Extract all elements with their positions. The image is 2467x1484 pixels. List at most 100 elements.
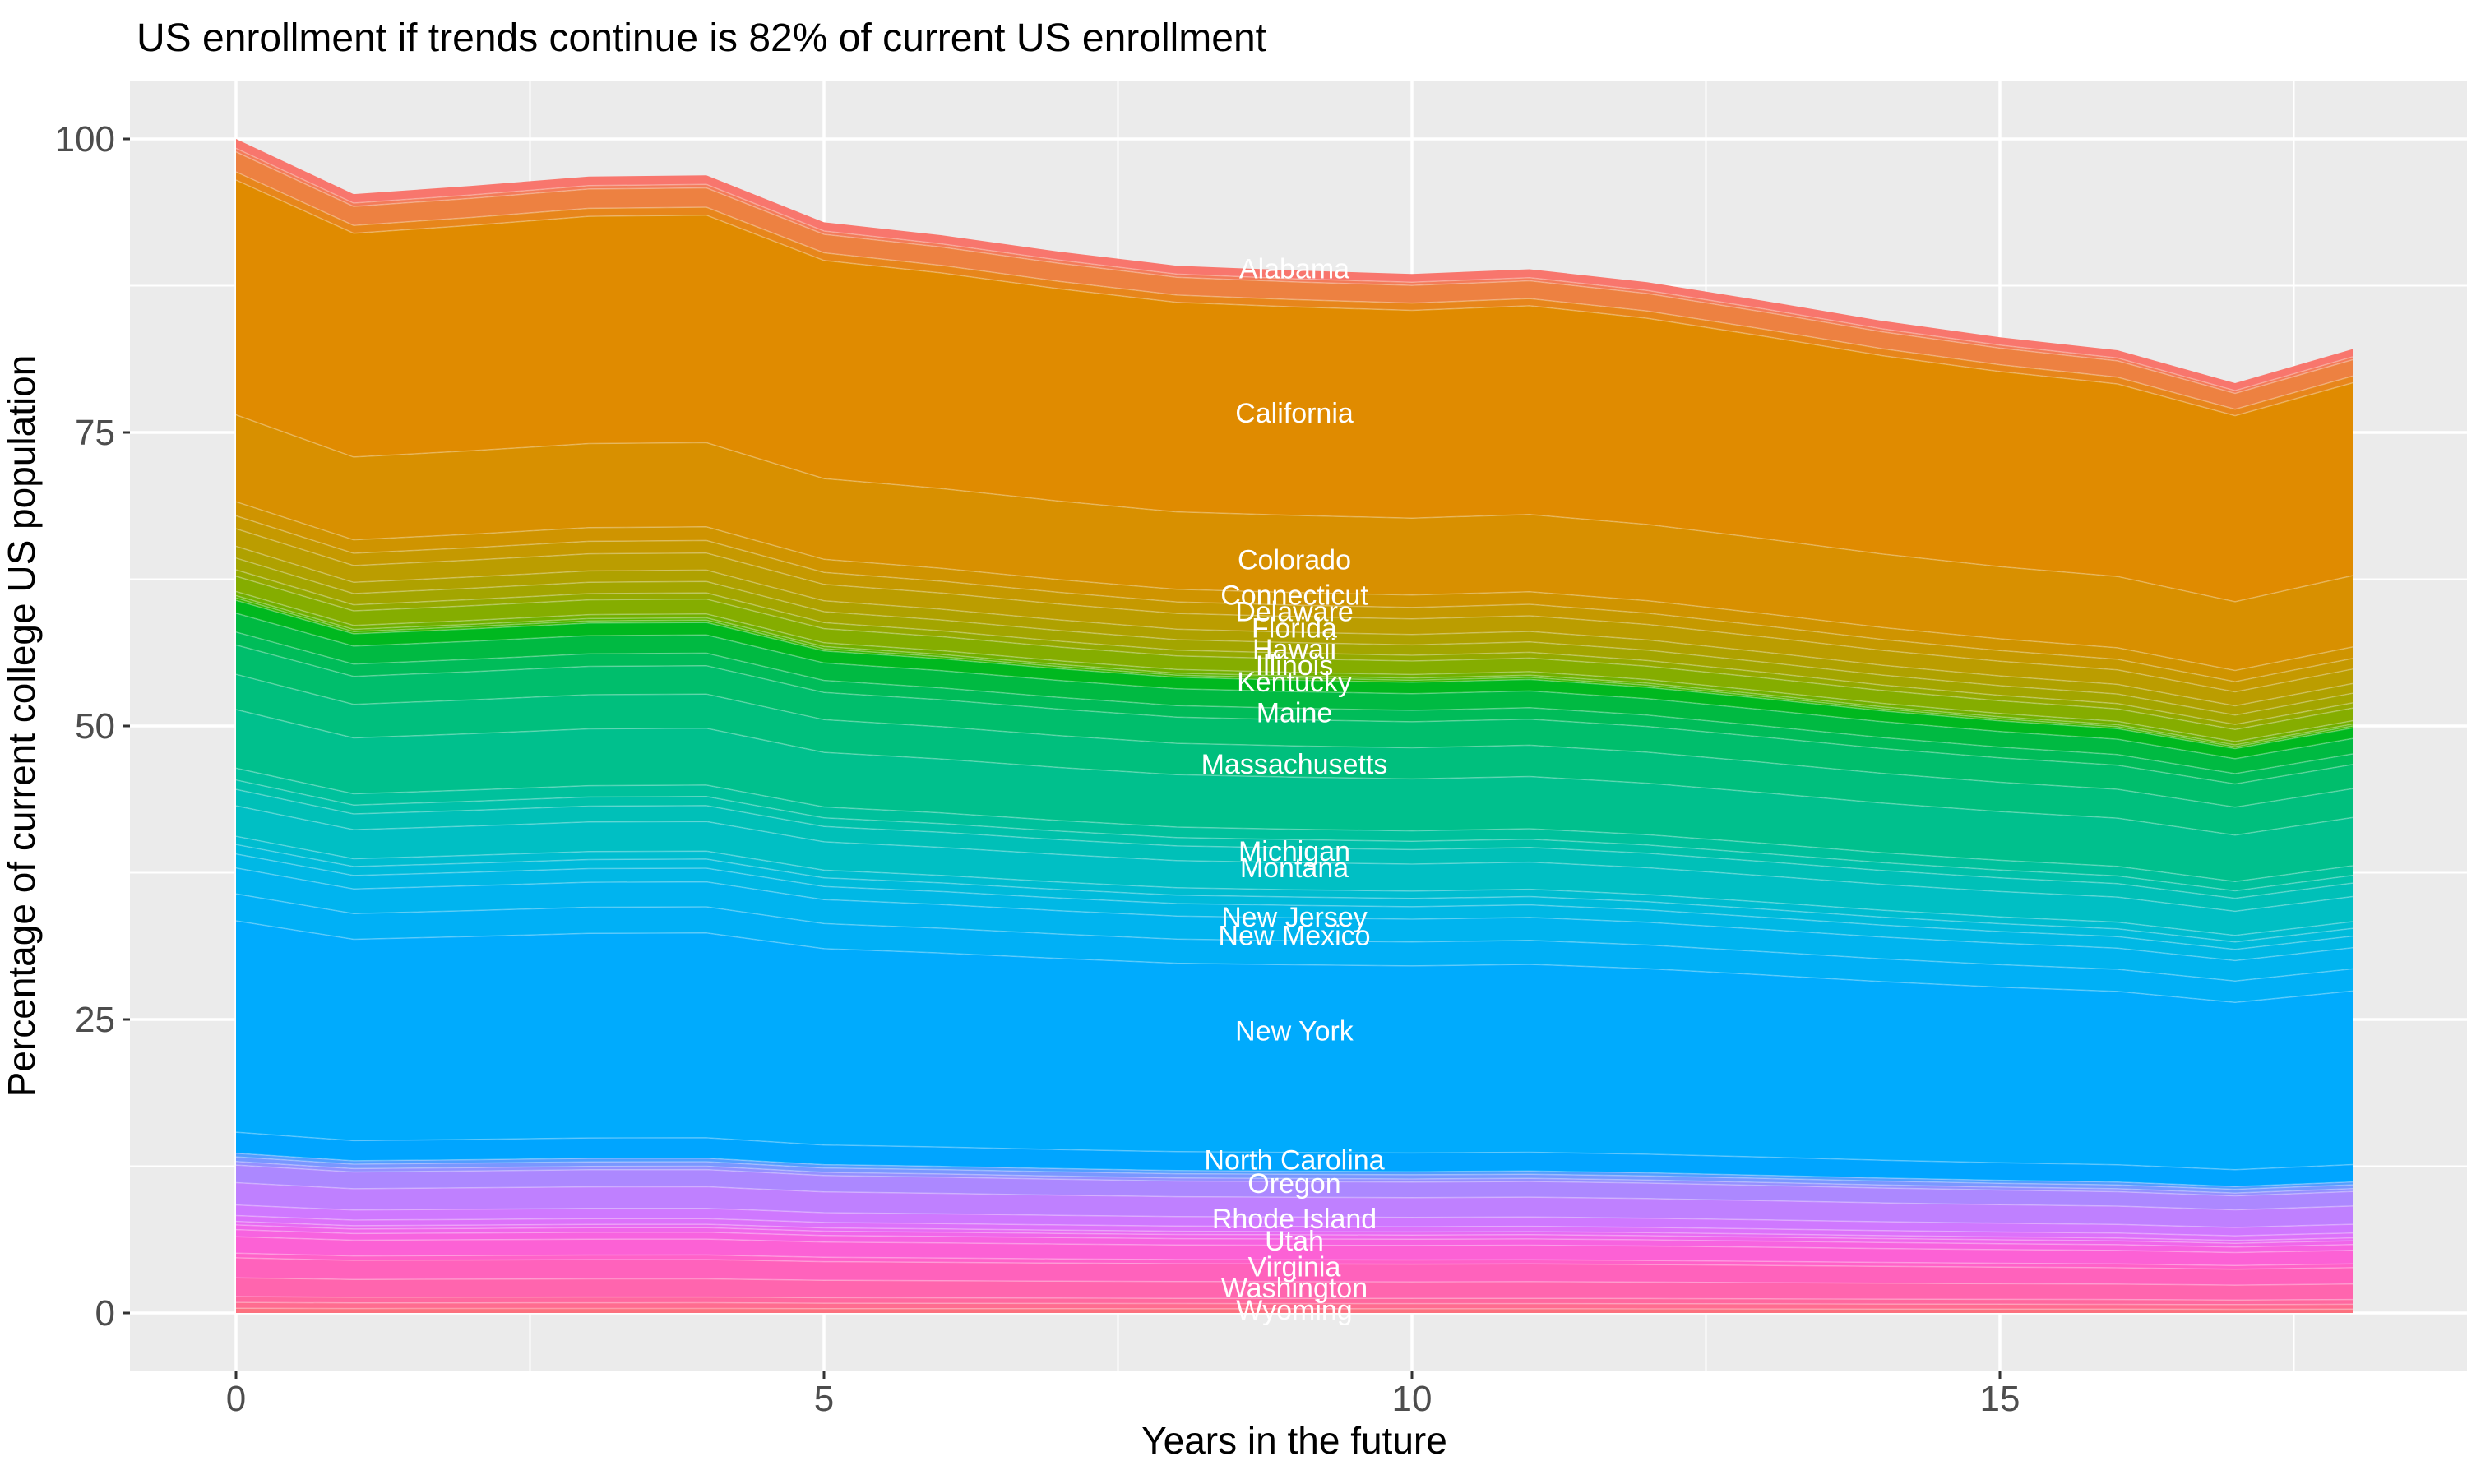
band-boundary <box>235 1224 2354 1244</box>
area-band-vermont <box>236 1253 2353 1269</box>
x-tick-label: 15 <box>1980 1379 2020 1419</box>
band-boundary <box>235 1156 2354 1190</box>
area-band-north-carolina <box>236 1132 2353 1187</box>
band-boundary <box>235 1161 2354 1194</box>
band-boundary <box>235 597 2354 747</box>
area-band-georgia <box>236 546 2353 715</box>
band-boundary <box>235 920 2354 1004</box>
stacked-areas-layer <box>235 139 2354 1313</box>
area-band-kansas <box>236 598 2353 749</box>
y-axis-title: Percentage of current college US populat… <box>0 355 43 1098</box>
state-label-rhode-island: Rhode Island <box>1212 1204 1377 1235</box>
band-boundary <box>235 788 2354 899</box>
band-boundary <box>235 767 2354 882</box>
band-boundary <box>235 805 2354 913</box>
band-boundary <box>235 613 2354 760</box>
area-band-minnesota <box>236 768 2353 891</box>
band-boundary <box>235 1204 2354 1228</box>
band-boundary <box>235 545 2354 707</box>
area-band-california <box>236 180 2353 602</box>
area-band-wyoming <box>236 1308 2353 1313</box>
state-label-washington: Washington <box>1221 1273 1368 1304</box>
area-band-utah <box>236 1237 2353 1266</box>
area-band-oklahoma <box>236 1161 2353 1196</box>
area-band-florida <box>236 529 2353 706</box>
band-boundary <box>235 853 2354 950</box>
band-boundary <box>235 673 2354 808</box>
area-band-indiana <box>236 591 2353 745</box>
band-boundary <box>235 599 2354 750</box>
state-label-illinois: Illinois <box>1256 650 1333 682</box>
area-band-arizona <box>236 151 2353 409</box>
area-band-ohio <box>236 1157 2353 1194</box>
band-boundary <box>235 844 2354 943</box>
band-boundary <box>235 171 2354 410</box>
area-band-alaska <box>236 148 2353 394</box>
x-tick-label: 10 <box>1392 1379 1433 1419</box>
state-label-florida: Florida <box>1252 613 1337 644</box>
state-label-colorado: Colorado <box>1238 545 1351 576</box>
band-boundary <box>235 569 2354 725</box>
area-band-hawaii <box>236 557 2353 725</box>
band-boundary <box>235 1131 2354 1171</box>
state-label-montana: Montana <box>1240 853 1349 884</box>
band-boundary <box>235 1307 2354 1311</box>
area-band-arkansas <box>236 172 2353 416</box>
y-tick-label: 0 <box>95 1293 115 1334</box>
state-label-michigan: Michigan <box>1238 836 1350 867</box>
state-label-alabama: Alabama <box>1239 254 1349 285</box>
area-band-missouri <box>236 789 2353 912</box>
area-band-louisiana <box>236 613 2353 774</box>
state-label-hawaii: Hawaii <box>1252 634 1336 665</box>
band-boundary <box>235 1296 2354 1301</box>
state-label-kentucky: Kentucky <box>1237 667 1352 698</box>
state-labels-layer: Alabama California Colorado ConnecticutDela… <box>1201 254 1388 1327</box>
band-boundary <box>235 709 2354 836</box>
x-axis-title: Years in the future <box>1141 1419 1447 1462</box>
state-label-north-carolina: North Carolina <box>1204 1144 1384 1176</box>
state-label-connecticut: Connecticut <box>1220 580 1368 611</box>
band-boundary <box>235 1301 2354 1306</box>
band-boundary <box>235 1153 2354 1187</box>
area-band-texas <box>236 1229 2353 1253</box>
area-band-connecticut <box>236 502 2353 682</box>
band-boundary <box>235 590 2354 742</box>
area-band-mississippi <box>236 779 2353 899</box>
band-boundary <box>235 1164 2354 1197</box>
band-boundary <box>235 1236 2354 1254</box>
area-band-montana <box>236 806 2353 936</box>
x-tick-label: 5 <box>814 1379 834 1419</box>
band-boundary <box>235 515 2354 682</box>
band-boundary <box>235 835 2354 936</box>
y-tick-label: 100 <box>55 119 115 159</box>
band-boundary <box>235 1181 2354 1211</box>
area-band-new-york <box>236 921 2353 1170</box>
area-band-washington <box>236 1278 2353 1301</box>
area-band-oregon <box>236 1165 2353 1210</box>
state-label-maine: Maine <box>1257 697 1333 728</box>
area-band-new-jersey <box>236 867 2353 982</box>
state-label-wyoming: Wyoming <box>1236 1295 1352 1326</box>
area-band-south-carolina <box>236 1215 2353 1241</box>
band-boundary <box>235 1257 2354 1270</box>
chart-title: US enrollment if trends continue is 82% … <box>137 16 1266 60</box>
band-boundary <box>235 1252 2354 1267</box>
state-label-massachusetts: Massachusetts <box>1201 749 1388 780</box>
area-band-pennsylvania <box>236 1182 2353 1227</box>
y-tick-label: 75 <box>75 413 115 453</box>
band-boundary <box>235 631 2354 774</box>
band-boundary <box>235 557 2354 716</box>
area-band-alabama <box>236 139 2353 391</box>
state-label-oregon: Oregon <box>1247 1168 1340 1200</box>
band-boundary <box>235 147 2354 391</box>
state-label-virginia: Virginia <box>1248 1251 1341 1283</box>
y-tick-label: 25 <box>75 1000 115 1040</box>
area-band-west-virginia <box>236 1297 2353 1305</box>
band-boundary <box>235 867 2354 962</box>
area-band-virginia <box>236 1257 2353 1286</box>
state-label-delaware: Delaware <box>1235 596 1354 627</box>
state-label-new-jersey: New Jersey <box>1221 902 1368 933</box>
band-boundary <box>235 151 2354 395</box>
state-label-utah: Utah <box>1265 1226 1324 1257</box>
